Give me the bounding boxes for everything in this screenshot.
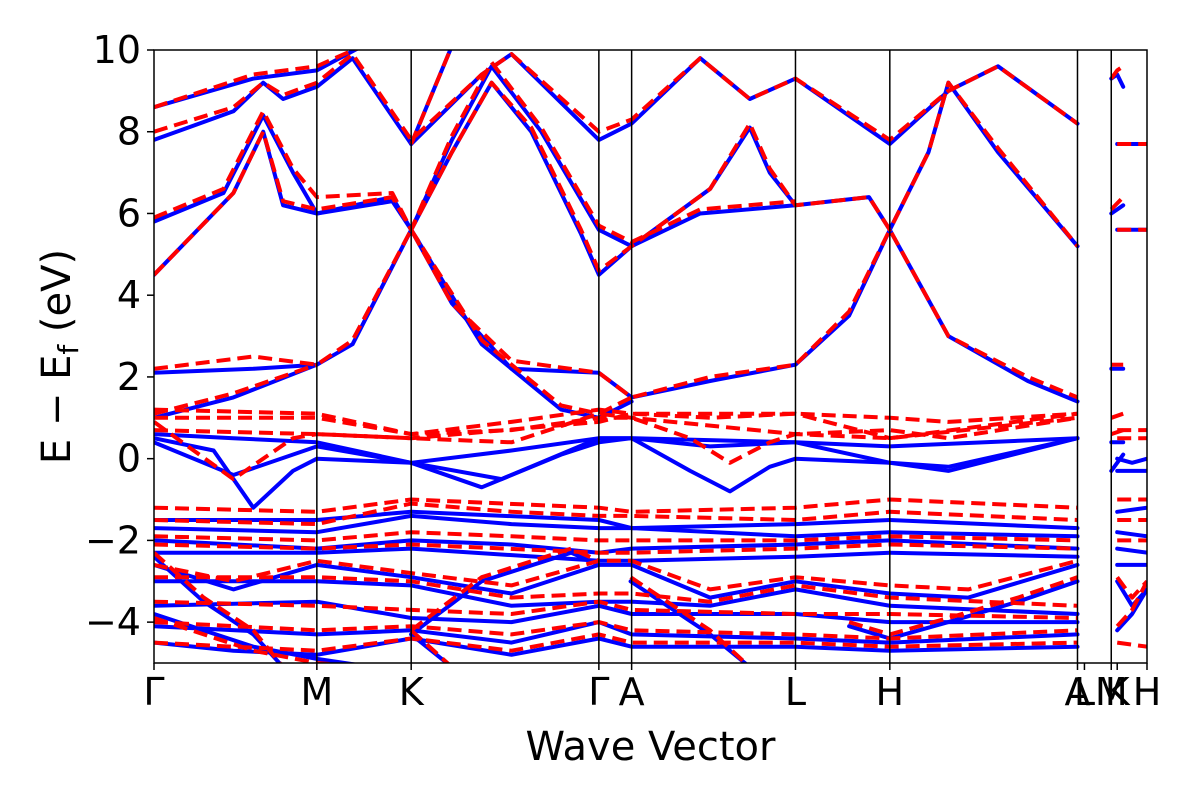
- y-axis-label-subscript: f: [52, 344, 85, 355]
- x-tick-label: Γ: [588, 670, 609, 714]
- x-tick-label: L: [1074, 670, 1095, 714]
- dashed-band-11: [154, 411, 1078, 441]
- solid-band-22: [409, 550, 601, 637]
- dashed-band-41: [1116, 640, 1147, 649]
- dashed-band-25: [629, 575, 749, 663]
- x-ticks: Γ M K Γ A L H AL MK H: [143, 663, 1161, 714]
- x-tick-label: Γ: [143, 670, 164, 714]
- solid-band-20: [154, 612, 359, 663]
- dashed-band-2: [409, 228, 633, 416]
- dashed-band-30: [1110, 411, 1124, 420]
- dashed-band-10: [154, 411, 1078, 482]
- dashed-band-27: [1109, 64, 1125, 80]
- x-tick-label: L: [785, 670, 806, 714]
- dashed-band-22: [154, 551, 283, 663]
- x-tick-label: M: [300, 670, 333, 714]
- bands-layer: [154, 50, 1147, 663]
- x-axis-label: Wave Vector: [526, 724, 777, 770]
- y-axis-label-main: E − E: [34, 355, 80, 465]
- dashed-band-23: [409, 546, 600, 632]
- x-tick-label: K: [1105, 670, 1131, 714]
- x-tick-label: A: [619, 670, 645, 714]
- solid-band-15: [154, 562, 1080, 600]
- dashed-band-28: [1109, 195, 1125, 211]
- y-axis-label: E − Ef (eV): [34, 249, 85, 464]
- y-tick-label: 2: [117, 355, 141, 399]
- solid-band-27: [1109, 203, 1126, 216]
- solid-band-10: [154, 432, 1080, 465]
- y-tick-label: −4: [85, 600, 141, 644]
- solid-band-39: [1115, 456, 1147, 465]
- dashed-band-1: [154, 362, 318, 416]
- dashed-band-5: [154, 52, 1079, 142]
- dashed-band-8: [154, 407, 1078, 437]
- y-axis-label-unit: (eV): [34, 249, 80, 345]
- solid-band-31: [1115, 530, 1147, 539]
- x-tick-label: M: [1095, 670, 1128, 714]
- solid-band-32: [1115, 546, 1147, 555]
- dashed-band-12: [154, 497, 1078, 514]
- dashed-band-7: [409, 50, 453, 145]
- x-tick-label: K: [399, 670, 425, 714]
- solid-band-11: [154, 509, 1080, 531]
- y-tick-label: 0: [117, 437, 141, 481]
- dashed-band-16: [154, 558, 1079, 592]
- x-tick-label: H: [1133, 670, 1162, 714]
- solid-band-16: [154, 579, 1080, 616]
- y-tick-label: 8: [117, 110, 141, 154]
- y-tick-label: 6: [117, 191, 141, 235]
- solid-band-0: [154, 227, 1080, 404]
- dashed-band-17: [154, 575, 1078, 608]
- solid-band-8: [154, 436, 1080, 510]
- solid-band-25: [847, 579, 1080, 641]
- dashed-band-15: [154, 542, 1078, 555]
- y-ticks: −4 −2 0 2 4 6 8 10: [85, 28, 154, 644]
- dashed-band-4: [154, 60, 796, 245]
- dashed-band-6: [154, 50, 359, 110]
- y-tick-label: 10: [93, 28, 141, 72]
- solid-band-5: [154, 52, 1080, 146]
- x-tick-label: H: [876, 670, 905, 714]
- dashed-band-24: [409, 628, 451, 663]
- dashed-band-35: [1115, 576, 1147, 600]
- dashed-band-21: [154, 616, 345, 663]
- solid-band-35: [1115, 587, 1147, 633]
- x-tick-label: A: [1064, 670, 1090, 714]
- solid-band-30: [1109, 452, 1126, 473]
- high-symmetry-lines: [316, 50, 1113, 663]
- plot-frame: [153, 49, 1148, 664]
- y-tick-label: −2: [85, 518, 141, 562]
- dashed-band-26: [848, 575, 1079, 637]
- dashed-band-36: [1115, 580, 1147, 628]
- solid-band-3: [154, 80, 1080, 277]
- solid-band-38: [1115, 505, 1147, 514]
- y-tick-label: 4: [117, 273, 141, 317]
- dashed-band-20: [154, 632, 1078, 653]
